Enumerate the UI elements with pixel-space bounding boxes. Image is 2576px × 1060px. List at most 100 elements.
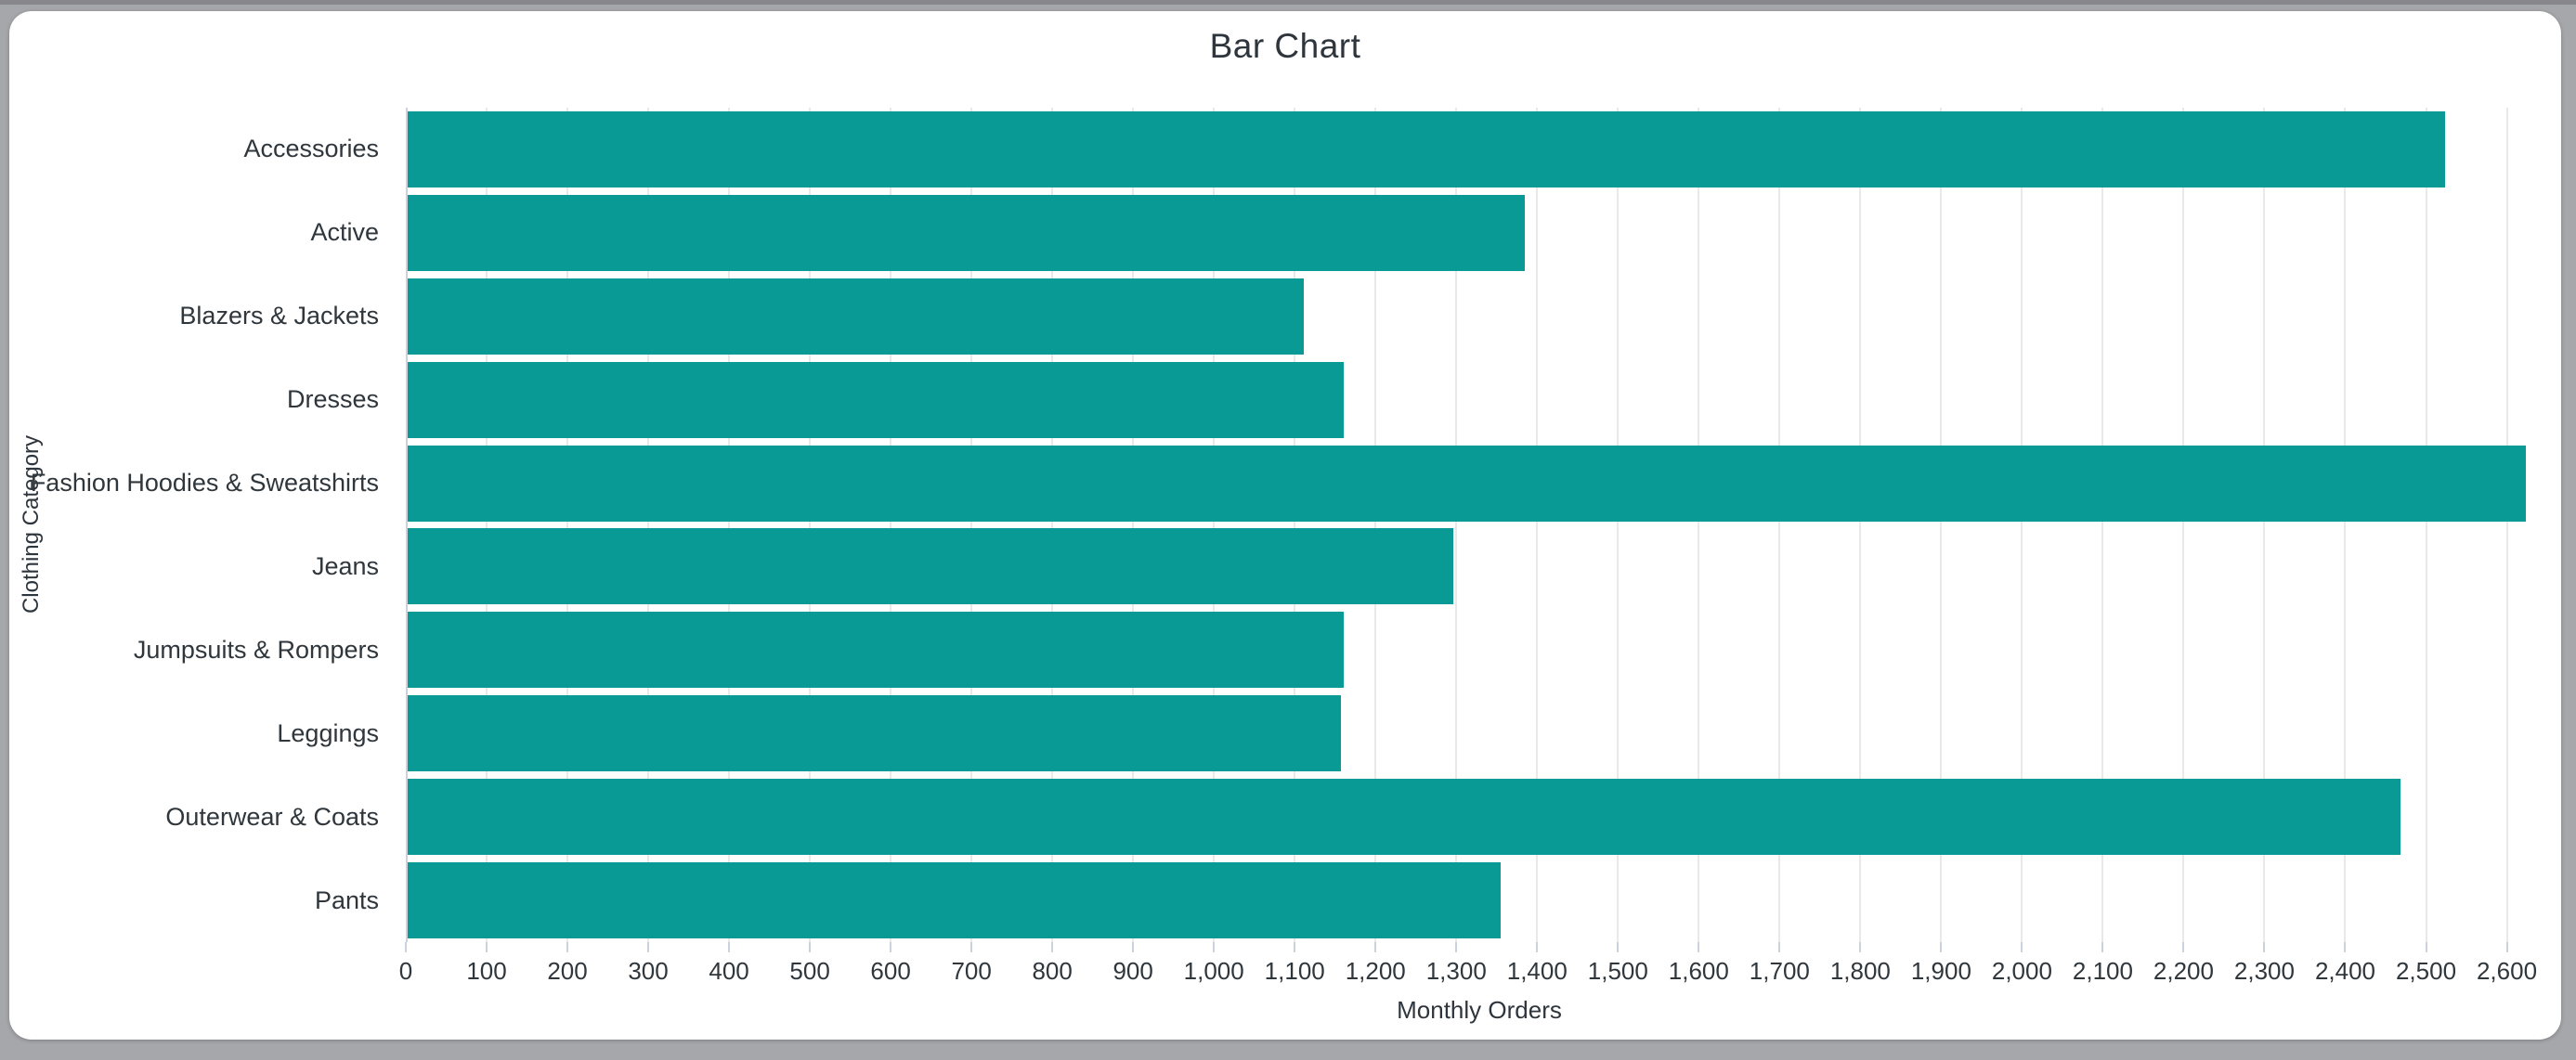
- gridline-500: [809, 108, 812, 942]
- x-tick-label-400: 400: [709, 957, 749, 985]
- plot-area: [406, 108, 2554, 942]
- x-tick-label-1600: 1,600: [1668, 957, 1729, 985]
- x-tick-mark-1300: [1455, 942, 1458, 952]
- gridline-1600: [1698, 108, 1700, 942]
- gridline-900: [1132, 108, 1135, 942]
- gridline-600: [890, 108, 892, 942]
- x-tick-label-1500: 1,500: [1587, 957, 1648, 985]
- category-label-dresses: Dresses: [286, 385, 379, 414]
- gridline-1700: [1778, 108, 1781, 942]
- x-tick-label-700: 700: [951, 957, 992, 985]
- x-tick-label-2300: 2,300: [2233, 957, 2295, 985]
- x-tick-label-2100: 2,100: [2072, 957, 2133, 985]
- x-tick-mark-1400: [1536, 942, 1539, 952]
- gridline-300: [647, 108, 650, 942]
- x-tick-mark-0: [405, 942, 407, 952]
- gridline-1300: [1455, 108, 1458, 942]
- x-tick-label-1900: 1,900: [1910, 957, 1971, 985]
- x-tick-label-1700: 1,700: [1749, 957, 1810, 985]
- gridline-400: [728, 108, 731, 942]
- bar-pants: [408, 862, 1501, 939]
- x-tick-mark-700: [970, 942, 973, 952]
- axis-zero-line: [406, 108, 408, 942]
- x-tick-label-200: 200: [547, 957, 588, 985]
- x-tick-mark-500: [809, 942, 812, 952]
- gridline-2100: [2101, 108, 2104, 942]
- gridline-1400: [1536, 108, 1539, 942]
- x-tick-mark-1500: [1617, 942, 1620, 952]
- gridline-2000: [2021, 108, 2023, 942]
- x-tick-label-1100: 1,100: [1264, 957, 1325, 985]
- gridline-800: [1051, 108, 1054, 942]
- x-tick-mark-800: [1051, 942, 1054, 952]
- category-label-fashion-hoodies-sweatshirts: Fashion Hoodies & Sweatshirts: [30, 469, 379, 498]
- bar-outerwear-coats: [408, 779, 2400, 856]
- x-tick-mark-1000: [1213, 942, 1216, 952]
- x-tick-mark-200: [566, 942, 569, 952]
- bar-fashion-hoodies-sweatshirts: [408, 445, 2526, 522]
- bar-accessories: [408, 110, 2445, 187]
- x-tick-label-900: 900: [1112, 957, 1153, 985]
- x-tick-mark-2200: [2182, 942, 2185, 952]
- gridline-1000: [1213, 108, 1216, 942]
- chart-card: Bar Chart Clothing Category Accessories A…: [9, 11, 2561, 1040]
- bar-blazers-jackets: [408, 278, 1305, 355]
- gridline-2200: [2182, 108, 2185, 942]
- chart-title: Bar Chart: [1209, 27, 1361, 65]
- x-tick-label-2000: 2,000: [1991, 957, 2052, 985]
- x-tick-label-1000: 1,000: [1183, 957, 1244, 985]
- gridline-1200: [1374, 108, 1377, 942]
- gridline-1900: [1940, 108, 1943, 942]
- gridline-100: [486, 108, 488, 942]
- category-label-blazers-jackets: Blazers & Jackets: [179, 302, 379, 330]
- x-tick-mark-2500: [2425, 942, 2427, 952]
- gridline-700: [970, 108, 973, 942]
- x-tick-label-2400: 2,400: [2314, 957, 2376, 985]
- x-tick-label-1400: 1,400: [1506, 957, 1568, 985]
- category-label-leggings: Leggings: [277, 718, 379, 747]
- category-label-active: Active: [310, 218, 379, 247]
- x-tick-label-1200: 1,200: [1345, 957, 1406, 985]
- x-tick-mark-2000: [2021, 942, 2023, 952]
- x-tick-mark-600: [890, 942, 892, 952]
- x-tick-mark-100: [486, 942, 488, 952]
- category-label-pants: Pants: [314, 885, 379, 914]
- x-tick-label-1300: 1,300: [1425, 957, 1487, 985]
- x-tick-mark-1600: [1698, 942, 1700, 952]
- x-tick-label-100: 100: [466, 957, 507, 985]
- category-axis-labels: Accessories Active Blazers & Jackets Dresse…: [9, 108, 379, 942]
- category-label-outerwear-coats: Outerwear & Coats: [165, 802, 379, 831]
- category-label-accessories: Accessories: [243, 135, 379, 163]
- x-tick-label-1800: 1,800: [1829, 957, 1891, 985]
- x-tick-label-500: 500: [789, 957, 830, 985]
- x-tick-label-2200: 2,200: [2153, 957, 2214, 985]
- category-label-jeans: Jeans: [311, 551, 379, 580]
- x-tick-label-300: 300: [628, 957, 669, 985]
- x-tick-label-600: 600: [870, 957, 911, 985]
- bar-leggings: [408, 695, 1342, 772]
- category-label-jumpsuits-rompers: Jumpsuits & Rompers: [133, 635, 379, 664]
- bar-active: [408, 194, 1526, 271]
- x-tick-mark-2300: [2263, 942, 2266, 952]
- x-tick-mark-1200: [1374, 942, 1377, 952]
- x-tick-mark-1900: [1940, 942, 1943, 952]
- bar-jeans: [408, 528, 1454, 605]
- x-tick-mark-1100: [1294, 942, 1296, 952]
- x-tick-label-2500: 2,500: [2395, 957, 2457, 985]
- bar-dresses: [408, 361, 1344, 438]
- bar-jumpsuits-rompers: [408, 612, 1344, 689]
- gridline-2300: [2263, 108, 2266, 942]
- x-tick-mark-1800: [1859, 942, 1862, 952]
- gridline-2600: [2505, 108, 2508, 942]
- x-tick-label-0: 0: [398, 957, 413, 985]
- gridline-2400: [2344, 108, 2347, 942]
- x-tick-mark-300: [647, 942, 650, 952]
- gridline-1500: [1617, 108, 1620, 942]
- gridline-1800: [1859, 108, 1862, 942]
- gridline-200: [566, 108, 569, 942]
- x-tick-label-2600: 2,600: [2476, 957, 2538, 985]
- x-tick-mark-2600: [2505, 942, 2508, 952]
- x-tick-label-800: 800: [1032, 957, 1073, 985]
- x-tick-mark-900: [1132, 942, 1135, 952]
- x-tick-mark-400: [728, 942, 731, 952]
